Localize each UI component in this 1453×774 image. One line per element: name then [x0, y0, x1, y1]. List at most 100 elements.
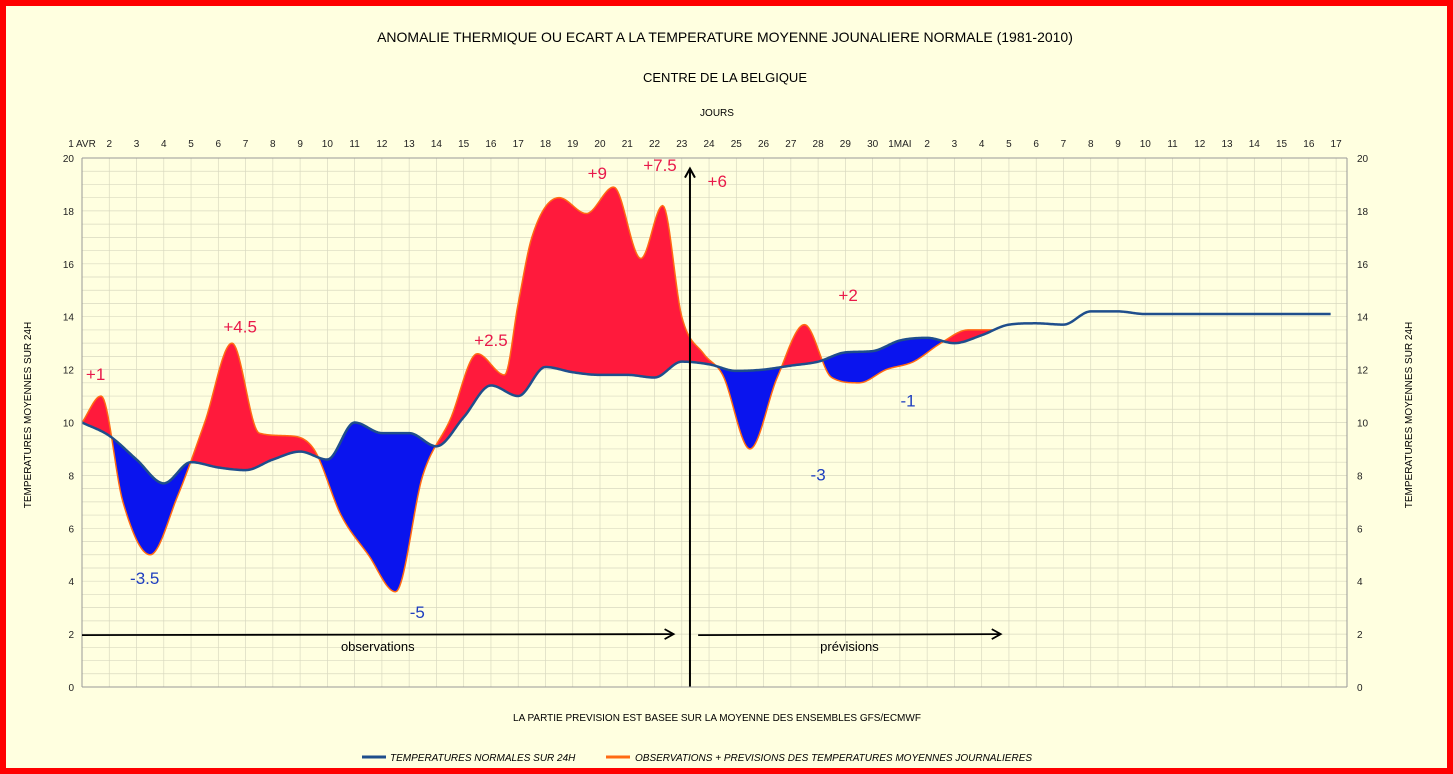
y-tick-label-left: 18 [63, 207, 75, 218]
x-tick-label: 6 [216, 139, 222, 150]
anomaly-label: -3 [811, 466, 826, 485]
x-tick-label: 4 [161, 139, 167, 150]
x-tick-label: 24 [703, 139, 715, 150]
x-tick-label: 10 [1140, 139, 1152, 150]
y-tick-label-right: 6 [1357, 524, 1363, 535]
x-tick-label: 27 [785, 139, 797, 150]
x-tick-label: 10 [322, 139, 334, 150]
x-tick-label: 26 [758, 139, 770, 150]
legend: TEMPERATURES NORMALES SUR 24H OBSERVATIO… [362, 753, 1032, 764]
grid [81, 157, 1347, 688]
legend-label-observations: OBSERVATIONS + PREVISIONS DES TEMPERATUR… [635, 753, 1032, 764]
annotations: +1 -3.5 +4.5 -5 +2.5 +9 +7.5 +6 +2 -3 -1 [86, 156, 916, 622]
x-tick-label: 29 [840, 139, 852, 150]
y-tick-label-right: 18 [1357, 207, 1369, 218]
y-tick-label-right: 0 [1357, 683, 1363, 694]
timeline-label: prévisions [820, 639, 879, 654]
x-tick-label: 2 [924, 139, 930, 150]
y-tick-label-left: 16 [63, 260, 75, 271]
y-tick-label-right: 8 [1357, 471, 1363, 482]
timeline-arrowhead [664, 628, 676, 640]
footnote: LA PARTIE PREVISION EST BASEE SUR LA MOY… [513, 713, 921, 724]
x-tick-label: 6 [1033, 139, 1039, 150]
y-tick-label-left: 4 [68, 577, 74, 588]
y-tick-label-left: 20 [63, 154, 75, 165]
y-tick-label-right: 4 [1357, 577, 1363, 588]
x-tick-label: 17 [513, 139, 525, 150]
forecast-divider-arrowhead [684, 166, 696, 179]
y-tick-label-right: 12 [1357, 366, 1369, 377]
y-tick-label-left: 14 [63, 313, 75, 324]
x-tick-label: 1 AVR [68, 139, 96, 150]
x-tick-label: 25 [731, 139, 743, 150]
x-tick-label: 5 [188, 139, 194, 150]
x-tick-label: 7 [243, 139, 249, 150]
anomaly-label: -5 [410, 603, 425, 622]
x-tick-label: 8 [270, 139, 276, 150]
arrows: observations prévisions [81, 628, 1003, 654]
anomaly-fill [82, 187, 993, 592]
y-tick-label-right: 14 [1357, 313, 1369, 324]
x-tick-label: 12 [376, 139, 388, 150]
x-tick-label: 15 [458, 139, 470, 150]
y-tick-label-left: 0 [68, 683, 74, 694]
y-tick-label-right: 16 [1357, 260, 1369, 271]
timeline-label: observations [341, 639, 415, 654]
y-axis-label-left: TEMPERATURES MOYENNES SUR 24H [23, 322, 34, 509]
y-tick-label-left: 8 [68, 471, 74, 482]
x-tick-label: 3 [952, 139, 958, 150]
anomaly-label: +2.5 [474, 331, 508, 350]
timeline-arrowhead [991, 628, 1003, 640]
series-line-normales [81, 310, 1331, 485]
x-tick-label: 9 [297, 139, 303, 150]
chart-subtitle: CENTRE DE LA BELGIQUE [643, 70, 807, 85]
y-tick-label-right: 2 [1357, 630, 1363, 641]
x-tick-label: 7 [1061, 139, 1067, 150]
x-tick-label: 21 [622, 139, 634, 150]
x-tick-label: 13 [404, 139, 416, 150]
x-tick-label: 20 [594, 139, 606, 150]
x-tick-label: 14 [431, 139, 443, 150]
x-tick-label: 17 [1331, 139, 1343, 150]
y-tick-label-left: 12 [63, 366, 75, 377]
x-tick-label: 1MAI [888, 139, 911, 150]
x-tick-label: 30 [867, 139, 879, 150]
x-tick-label: 3 [134, 139, 140, 150]
anomaly-label: +1 [86, 365, 105, 384]
anomaly-label: +7.5 [643, 156, 677, 175]
x-tick-label: 5 [1006, 139, 1012, 150]
y-tick-label-left: 2 [68, 630, 74, 641]
x-tick-label: 14 [1249, 139, 1261, 150]
y-tick-label-left: 10 [63, 419, 75, 430]
anomaly-negative-area [82, 330, 993, 592]
anomaly-label: +6 [708, 172, 727, 191]
x-tick-label: 28 [813, 139, 825, 150]
x-tick-label: 22 [649, 139, 661, 150]
x-tick-label: 8 [1088, 139, 1094, 150]
x-tick-label: 4 [979, 139, 985, 150]
x-tick-label: 11 [349, 139, 360, 150]
anomaly-positive-area [82, 187, 993, 484]
y-tick-label-left: 6 [68, 524, 74, 535]
x-tick-label: 15 [1276, 139, 1288, 150]
y-tick-label-right: 20 [1357, 154, 1369, 165]
anomaly-label: +9 [588, 164, 607, 183]
legend-label-normales: TEMPERATURES NORMALES SUR 24H [390, 753, 576, 764]
x-tick-label: 13 [1221, 139, 1233, 150]
x-tick-label: 12 [1194, 139, 1206, 150]
chart-title: ANOMALIE THERMIQUE OU ECART A LA TEMPERA… [377, 29, 1073, 45]
anomaly-label: -1 [901, 392, 916, 411]
series-lines [81, 166, 1331, 687]
x-axis-label: JOURS [700, 108, 734, 119]
x-tick-label: 9 [1115, 139, 1121, 150]
series-line-observations [81, 186, 993, 593]
anomaly-label: -3.5 [130, 569, 159, 588]
x-tick-label: 18 [540, 139, 552, 150]
timeline-arrow [698, 633, 1001, 636]
y-axis-label-right: TEMPERATURES MOYENNES SUR 24H [1404, 322, 1415, 509]
x-tick-label: 16 [1303, 139, 1315, 150]
x-tick-label: 19 [567, 139, 579, 150]
anomaly-label: +2 [838, 286, 857, 305]
